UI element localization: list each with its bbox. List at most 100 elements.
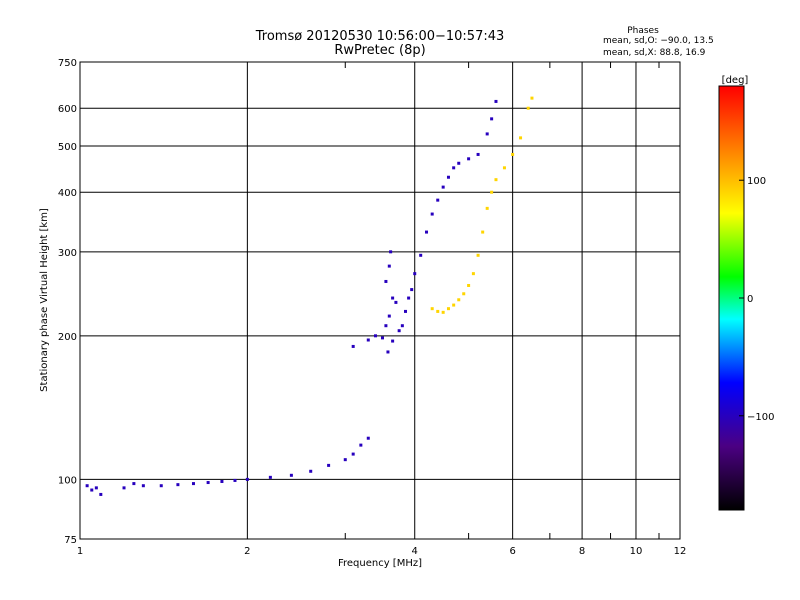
data-point-o [99,492,103,496]
data-point-o [132,482,136,486]
colorbar-tick-label: −100 [747,412,774,423]
data-point-o [245,477,249,481]
data-point-o [94,486,98,490]
data-point-o [441,185,445,189]
data-point-o [467,157,471,161]
stats-heading: Phases [627,26,659,36]
plot-frame [79,61,681,540]
data-point-o [490,117,494,121]
data-point-o [176,483,180,487]
data-point-o [457,161,461,165]
x-axis-label: Frequency [MHz] [338,558,422,569]
data-point-o [397,329,401,333]
data-point-x [452,303,456,307]
colorbar: [deg] 100 0 −100 [718,75,774,511]
data-point-o [384,279,388,283]
data-point-x [462,292,466,296]
colorbar-label: [deg] [722,75,749,86]
data-point-o [452,166,456,170]
data-point-x [446,307,450,311]
data-point-o [373,334,377,338]
data-point-o [366,436,370,440]
y-tick-label: 600 [58,104,77,115]
data-point-o [476,152,480,156]
data-point-o [141,484,145,488]
data-point-o [419,253,423,257]
data-point-o [485,132,489,136]
data-point-o [430,212,434,216]
stats-line-o: mean, sd,O: −90.0, 13.5 [603,36,714,46]
data-point-o [90,488,94,492]
colorbar-ticks: 100 0 −100 [739,176,774,423]
data-point-x [526,106,530,110]
data-point-o [351,452,355,456]
y-tick-label: 200 [58,332,77,343]
data-point-o [233,478,237,482]
data-point-o [389,250,393,254]
stats-line-x: mean, sd,X: 88.8, 16.9 [603,48,706,58]
data-point-x [467,283,471,287]
data-point-o [351,344,355,348]
data-point-x [481,230,485,234]
data-point-o [494,99,498,103]
y-tick-label: 100 [58,475,77,486]
y-tick-label: 75 [64,535,77,546]
data-point-x [494,178,498,182]
x-tick-labels: 1 2 4 6 8 10 12 [77,546,687,557]
y-tick-label: 400 [58,188,77,199]
data-point-x [430,307,434,311]
chart-subtitle: RwPretec (8p) [334,43,425,58]
data-point-x [485,206,489,210]
data-point-o [191,482,195,486]
y-tick-label: 500 [58,142,77,153]
data-point-o [359,443,363,447]
data-point-x [490,190,494,194]
data-point-x [519,136,523,140]
data-point-x [476,253,480,257]
data-point-o [122,486,126,490]
x-tick-label: 8 [579,546,585,557]
data-point-o [391,296,395,300]
data-point-o [289,473,293,477]
data-point-x [436,309,440,313]
chart-title: Tromsø 20120530 10:56:00−10:57:43 [255,29,505,44]
data-point-x [441,310,445,314]
y-tick-label: 750 [58,58,77,69]
data-point-o [391,339,395,343]
x-tick-label: 10 [630,546,643,557]
x-tick-label: 12 [674,546,687,557]
y-tick-labels: 75 100 200 300 400 500 600 750 [58,58,77,546]
data-point-x [530,96,534,100]
colorbar-tick-label: 0 [747,294,753,305]
data-point-x [511,152,515,156]
data-point-o [387,264,391,268]
data-points [85,96,534,496]
data-point-o [220,479,224,483]
x-tick-label: 2 [244,546,250,557]
data-point-o [387,314,391,318]
data-point-o [309,469,313,473]
data-point-x [457,298,461,302]
data-point-x [502,166,506,170]
data-point-o [446,175,450,179]
data-point-o [404,309,408,313]
data-point-o [85,484,89,488]
x-tick-label: 1 [77,546,83,557]
data-point-o [343,458,347,462]
data-point-o [268,475,272,479]
data-point-o [380,336,384,340]
data-point-o [206,481,210,485]
y-axis-label: Stationary phase Virtual Height [km] [39,208,50,392]
data-point-x [471,272,475,276]
data-point-o [394,300,398,304]
data-point-o [400,324,404,328]
colorbar-tick-label: 100 [747,176,766,187]
data-point-o [425,230,429,234]
data-point-o [410,288,414,292]
data-point-o [384,324,388,328]
x-tick-label: 4 [412,546,418,557]
y-tick-label: 300 [58,248,77,259]
x-tick-label: 6 [509,546,515,557]
